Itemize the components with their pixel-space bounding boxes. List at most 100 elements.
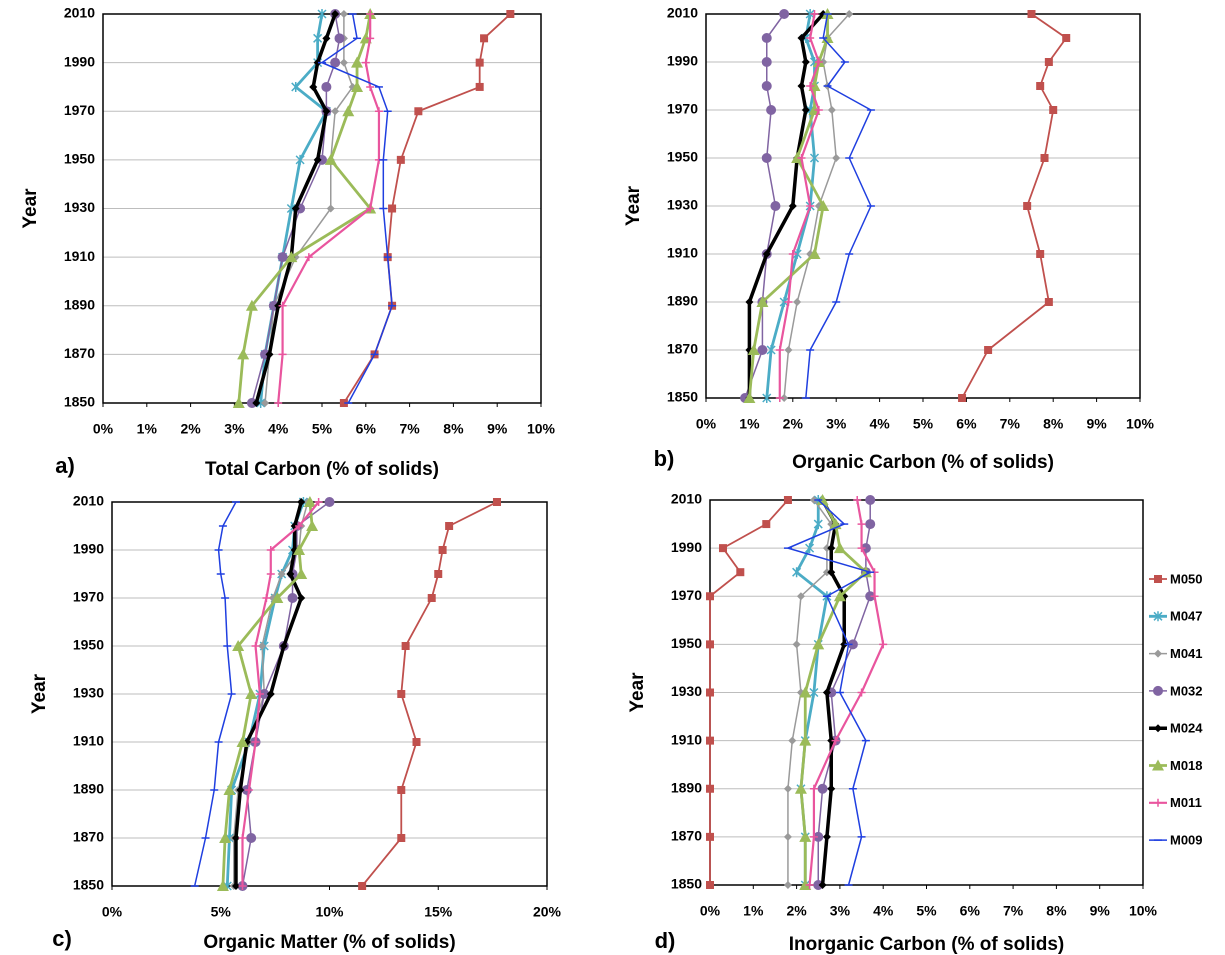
marker xyxy=(827,736,836,745)
x-tick-label: 9% xyxy=(487,421,508,437)
marker xyxy=(865,591,876,602)
legend-entry: M032 xyxy=(1149,683,1203,698)
x-tick-label: 4% xyxy=(268,421,289,437)
series xyxy=(958,10,1071,402)
x-axis-title: Total Carbon (% of solids) xyxy=(205,459,439,480)
marker xyxy=(255,690,264,698)
marker xyxy=(958,394,967,402)
marker xyxy=(788,202,797,210)
panel-label: c) xyxy=(52,926,72,951)
x-tick-label: 0% xyxy=(93,421,114,437)
marker xyxy=(427,594,436,602)
marker xyxy=(251,642,260,650)
marker xyxy=(223,784,236,795)
marker xyxy=(480,34,489,43)
marker xyxy=(277,252,288,263)
marker xyxy=(295,522,304,530)
marker xyxy=(766,345,776,355)
series xyxy=(801,13,875,399)
marker xyxy=(831,736,840,745)
marker xyxy=(434,570,443,578)
marker xyxy=(245,299,258,311)
marker xyxy=(295,154,305,165)
marker xyxy=(827,106,836,114)
x-tick-label: 10% xyxy=(1129,903,1158,919)
marker xyxy=(809,832,818,841)
marker xyxy=(853,496,862,504)
legend-entry: M050 xyxy=(1149,571,1203,586)
marker xyxy=(806,82,815,90)
legend-entry: M047 xyxy=(1149,609,1203,624)
y-tick-label: 1970 xyxy=(73,589,104,605)
y-tick-label: 1910 xyxy=(64,248,95,264)
marker xyxy=(339,58,348,67)
marker xyxy=(788,250,797,258)
marker xyxy=(813,519,823,530)
x-tick-label: 3% xyxy=(830,903,851,919)
marker xyxy=(794,782,807,794)
marker xyxy=(799,734,812,746)
marker xyxy=(361,58,370,67)
marker xyxy=(809,784,818,793)
marker xyxy=(293,544,306,555)
x-tick-label: 0% xyxy=(696,416,717,432)
legend-label: M032 xyxy=(1170,683,1203,698)
marker xyxy=(366,34,375,43)
x-tick-label: 5% xyxy=(913,416,934,432)
series xyxy=(775,10,823,402)
y-tick-label: 1990 xyxy=(667,53,698,69)
marker xyxy=(291,204,300,213)
marker xyxy=(762,520,771,529)
y-axis-title: Year xyxy=(627,672,648,713)
x-tick-label: 0% xyxy=(700,903,721,919)
marker xyxy=(797,82,806,90)
marker xyxy=(351,56,364,68)
x-tick-label: 2% xyxy=(786,903,807,919)
y-tick-label: 1990 xyxy=(64,53,95,69)
marker xyxy=(757,345,768,355)
marker xyxy=(812,638,825,650)
marker xyxy=(784,346,793,354)
series xyxy=(783,499,875,886)
marker xyxy=(388,204,397,213)
marker xyxy=(271,592,284,603)
marker xyxy=(304,253,313,262)
marker xyxy=(1040,154,1049,162)
x-tick-label: 7% xyxy=(1000,416,1021,432)
series xyxy=(190,501,240,887)
y-tick-label: 1850 xyxy=(73,877,104,893)
marker xyxy=(238,882,247,890)
legend-entry: M018 xyxy=(1149,758,1203,773)
x-axis-title: Organic Matter (% of solids) xyxy=(203,932,455,953)
marker xyxy=(806,34,815,42)
marker xyxy=(797,154,806,162)
marker xyxy=(796,592,805,601)
marker xyxy=(784,298,793,306)
marker xyxy=(236,736,249,747)
marker xyxy=(706,736,714,745)
y-tick-label: 1910 xyxy=(73,733,104,749)
y-tick-label: 1890 xyxy=(64,296,95,312)
marker xyxy=(1027,10,1036,18)
x-tick-label: 7% xyxy=(399,421,420,437)
y-tick-label: 1970 xyxy=(64,102,95,118)
marker xyxy=(822,832,831,841)
marker xyxy=(252,399,261,407)
marker xyxy=(718,544,727,553)
marker xyxy=(808,248,821,259)
x-tick-label: 2% xyxy=(783,416,804,432)
y-tick-label: 2010 xyxy=(73,493,104,509)
marker xyxy=(351,80,364,92)
y-tick-label: 1870 xyxy=(64,345,95,361)
marker xyxy=(396,155,405,164)
x-tick-label: 10% xyxy=(315,904,344,920)
marker xyxy=(775,394,784,402)
y-tick-label: 1930 xyxy=(64,199,95,215)
marker xyxy=(1154,724,1162,733)
y-tick-label: 1950 xyxy=(667,149,698,165)
legend-label: M041 xyxy=(1170,646,1203,661)
series xyxy=(274,10,383,407)
marker xyxy=(783,496,792,504)
marker xyxy=(231,882,240,890)
